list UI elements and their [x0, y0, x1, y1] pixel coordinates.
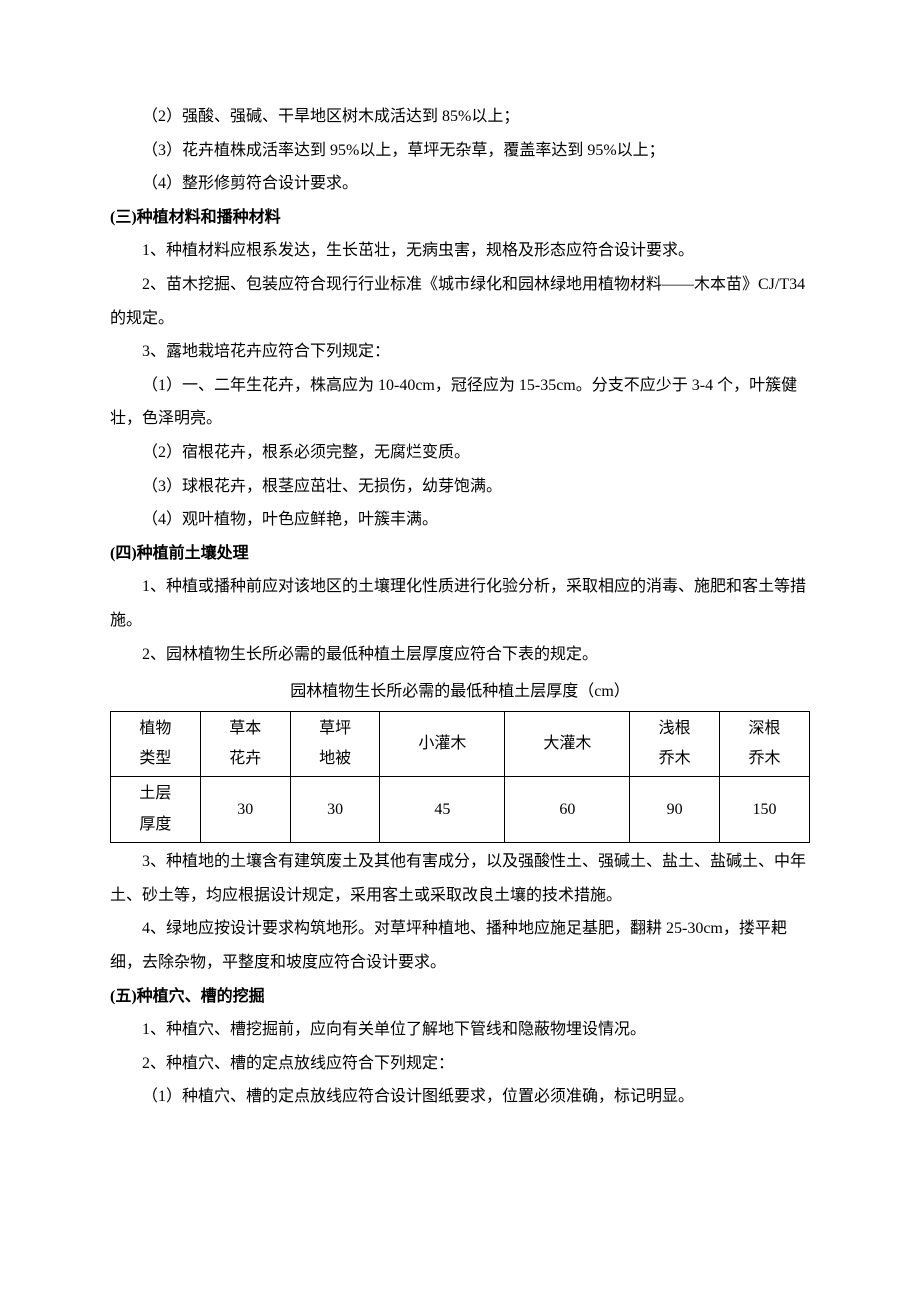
paragraph-2-2: （2）强酸、强碱、干旱地区树木成活达到 85%以上；	[110, 100, 810, 134]
paragraph-5-2-1: （1）种植穴、槽的定点放线应符合设计图纸要求，位置必须准确，标记明显。	[110, 1080, 810, 1114]
paragraph-4-4: 4、绿地应按设计要求构筑地形。对草坪种植地、播种地应施足基肥，翻耕 25-30c…	[110, 912, 810, 979]
table-cell: 浅根乔木	[630, 711, 720, 777]
table-cell: 30	[290, 777, 380, 843]
paragraph-5-2: 2、种植穴、槽的定点放线应符合下列规定：	[110, 1047, 810, 1081]
paragraph-5-1: 1、种植穴、槽挖掘前，应向有关单位了解地下管线和隐蔽物埋设情况。	[110, 1013, 810, 1047]
table-cell: 30	[200, 777, 290, 843]
heading-3: (三)种植材料和播种材料	[110, 201, 810, 235]
table-cell: 植物类型	[111, 711, 201, 777]
paragraph-4-1: 1、种植或播种前应对该地区的土壤理化性质进行化验分析，采取相应的消毒、施肥和客土…	[110, 570, 810, 637]
paragraph-4-2: 2、园林植物生长所必需的最低种植土层厚度应符合下表的规定。	[110, 638, 810, 672]
table-row: 植物类型 草本花卉 草坪地被 小灌木 大灌木 浅根乔木 深根乔木	[111, 711, 810, 777]
paragraph-3-3-4: （4）观叶植物，叶色应鲜艳，叶簇丰满。	[110, 503, 810, 537]
table-cell: 90	[630, 777, 720, 843]
table-row: 土层厚度 30 30 45 60 90 150	[111, 777, 810, 843]
table-cell: 深根乔木	[720, 711, 810, 777]
table-cell: 150	[720, 777, 810, 843]
soil-depth-table: 植物类型 草本花卉 草坪地被 小灌木 大灌木 浅根乔木 深根乔木 土层厚度 30…	[110, 711, 810, 844]
paragraph-3-2: 2、苗木挖掘、包装应符合现行行业标准《城市绿化和园林绿地用植物材料——木本苗》C…	[110, 268, 810, 335]
paragraph-3-3-3: （3）球根花卉，根茎应茁壮、无损伤，幼芽饱满。	[110, 470, 810, 504]
table-cell: 45	[380, 777, 505, 843]
paragraph-3-1: 1、种植材料应根系发达，生长茁壮，无病虫害，规格及形态应符合设计要求。	[110, 234, 810, 268]
heading-4: (四)种植前土壤处理	[110, 537, 810, 571]
table-cell: 草坪地被	[290, 711, 380, 777]
paragraph-3-3-1: （1）一、二年生花卉，株高应为 10-40cm，冠径应为 15-35cm。分支不…	[110, 369, 810, 436]
paragraph-2-4: （4）整形修剪符合设计要求。	[110, 167, 810, 201]
table-cell: 草本花卉	[200, 711, 290, 777]
table-cell: 土层厚度	[111, 777, 201, 843]
paragraph-3-3-2: （2）宿根花卉，根系必须完整，无腐烂变质。	[110, 436, 810, 470]
table-cell: 60	[505, 777, 630, 843]
table-cell: 大灌木	[505, 711, 630, 777]
table-cell: 小灌木	[380, 711, 505, 777]
paragraph-4-3: 3、种植地的土壤含有建筑废土及其他有害成分，以及强酸性土、强碱土、盐土、盐碱土、…	[110, 845, 810, 912]
heading-5: (五)种植穴、槽的挖掘	[110, 980, 810, 1014]
table-caption: 园林植物生长所必需的最低种植土层厚度（cm）	[110, 675, 810, 709]
paragraph-3-3: 3、露地栽培花卉应符合下列规定：	[110, 335, 810, 369]
paragraph-2-3: （3）花卉植株成活率达到 95%以上，草坪无杂草，覆盖率达到 95%以上；	[110, 134, 810, 168]
